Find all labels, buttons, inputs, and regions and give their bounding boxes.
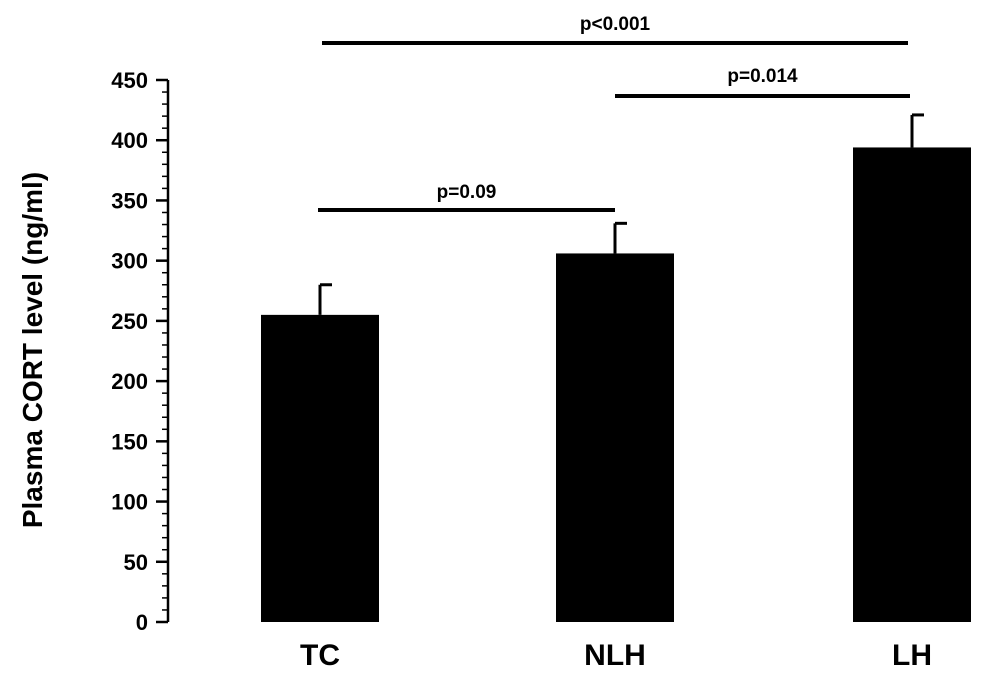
y-axis-label: Plasma CORT level (ng/ml) bbox=[17, 172, 48, 528]
significance-brackets: p=0.09 p=0.014 p<0.001 bbox=[318, 14, 910, 212]
y-tick-label: 150 bbox=[111, 429, 148, 454]
significance-label: p=0.014 bbox=[727, 66, 798, 87]
bar-tc bbox=[261, 314, 379, 622]
x-tick-label-lh: LH bbox=[892, 639, 932, 672]
y-tick-label: 0 bbox=[136, 610, 148, 635]
bar-lh bbox=[853, 147, 971, 622]
y-axis: 0 50 100 150 200 250 300 350 400 450 bbox=[111, 68, 170, 635]
error-bars bbox=[318, 113, 924, 315]
y-tick-label: 100 bbox=[111, 490, 148, 515]
y-tick-label: 50 bbox=[124, 550, 148, 575]
y-tick-label: 400 bbox=[111, 128, 148, 153]
bars bbox=[261, 147, 971, 622]
y-tick-label: 250 bbox=[111, 309, 148, 334]
significance-label: p<0.001 bbox=[580, 14, 651, 35]
y-tick-label: 450 bbox=[111, 68, 148, 93]
y-tick-label: 350 bbox=[111, 188, 148, 213]
y-tick-label: 300 bbox=[111, 249, 148, 274]
x-axis-labels: TC NLH LH bbox=[300, 639, 932, 672]
bar-nlh bbox=[556, 253, 674, 622]
y-tick-label: 200 bbox=[111, 369, 148, 394]
x-tick-label-nlh: NLH bbox=[584, 639, 646, 672]
x-tick-label-tc: TC bbox=[300, 639, 340, 672]
significance-label: p=0.09 bbox=[437, 182, 497, 203]
